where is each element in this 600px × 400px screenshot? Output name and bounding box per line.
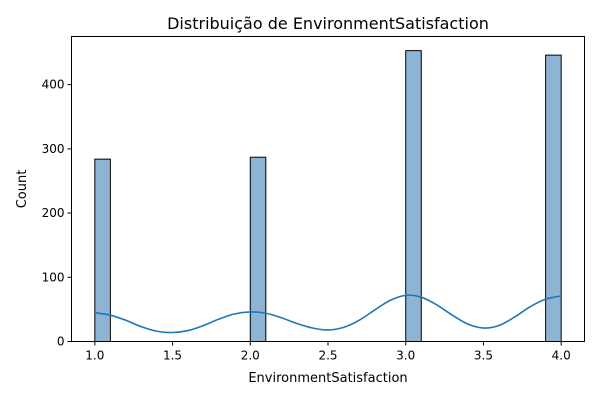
y-tick-label: 400 bbox=[42, 78, 65, 92]
x-tick-label: 4.0 bbox=[552, 349, 571, 363]
x-tick-label: 1.5 bbox=[163, 349, 182, 363]
kde-curve bbox=[94, 294, 562, 334]
y-axis-ticks: 0 100 200 300 400 bbox=[42, 78, 72, 349]
x-axis-label: EnvironmentSatisfaction bbox=[248, 371, 407, 386]
x-tick-label: 3.0 bbox=[396, 349, 415, 363]
y-tick-label: 0 bbox=[57, 335, 65, 349]
y-tick-label: 100 bbox=[42, 270, 65, 284]
bars-group bbox=[94, 50, 562, 343]
y-tick-label: 200 bbox=[42, 206, 65, 220]
y-axis-label: Count bbox=[15, 170, 30, 209]
x-tick-label: 2.5 bbox=[318, 349, 337, 363]
x-tick-label: 1.0 bbox=[85, 349, 104, 363]
histogram-bar-3 bbox=[405, 50, 422, 343]
x-tick-label: 2.0 bbox=[241, 349, 260, 363]
chart-title: Distribuição de EnvironmentSatisfaction bbox=[167, 14, 489, 33]
x-axis-ticks: 1.0 1.5 2.0 2.5 3.0 3.5 4.0 bbox=[85, 341, 571, 363]
histogram-bar-2 bbox=[249, 156, 267, 342]
y-tick-label: 300 bbox=[42, 142, 65, 156]
plot-frame bbox=[71, 36, 585, 342]
x-tick-label: 3.5 bbox=[474, 349, 493, 363]
